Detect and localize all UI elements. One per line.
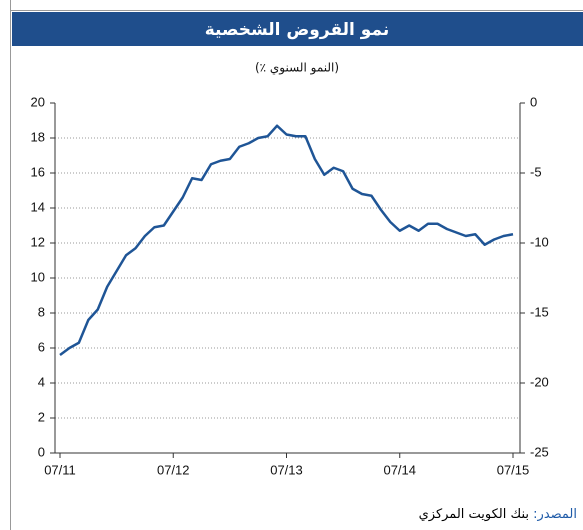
y-tick-label: 6 (38, 339, 45, 354)
y-tick-label: 8 (38, 304, 45, 319)
x-tick-label: 07/11 (44, 462, 76, 477)
source: المصدر: بنك الكويت المركزي (419, 507, 577, 522)
y-tick-label: 14 (31, 199, 45, 214)
source-text: بنك الكويت المركزي (418, 507, 530, 522)
x-tick-label: 07/13 (270, 462, 303, 477)
line-series (59, 124, 514, 357)
x-tick-label: 07/14 (383, 462, 416, 477)
x-tick-label: 07/15 (497, 462, 530, 477)
y2-tick-label: -20 (530, 374, 549, 389)
y-tick-label: 10 (31, 269, 45, 284)
y2-tick-label: -15 (530, 304, 549, 319)
chart-title: نمو القروض الشخصية (205, 20, 390, 40)
y2-tick-label: -5 (530, 164, 542, 179)
y2-tick-label: -25 (530, 444, 549, 459)
chart-subtitle: (٪ النمو السنوي) (255, 61, 339, 76)
y-tick-label: 18 (31, 129, 45, 144)
y-tick-label: 12 (31, 234, 45, 249)
y2-tick-label: 0 (530, 94, 537, 109)
y-tick-label: 2 (38, 409, 45, 424)
source-label: المصدر: (533, 507, 577, 522)
y-tick-label: 4 (38, 374, 45, 389)
x-tick-label: 07/12 (157, 462, 190, 477)
y2-tick-label: -10 (530, 234, 549, 249)
y-tick-label: 0 (38, 444, 45, 459)
title-banner (12, 12, 583, 46)
y-tick-label: 20 (31, 94, 45, 109)
y-tick-label: 16 (31, 164, 45, 179)
